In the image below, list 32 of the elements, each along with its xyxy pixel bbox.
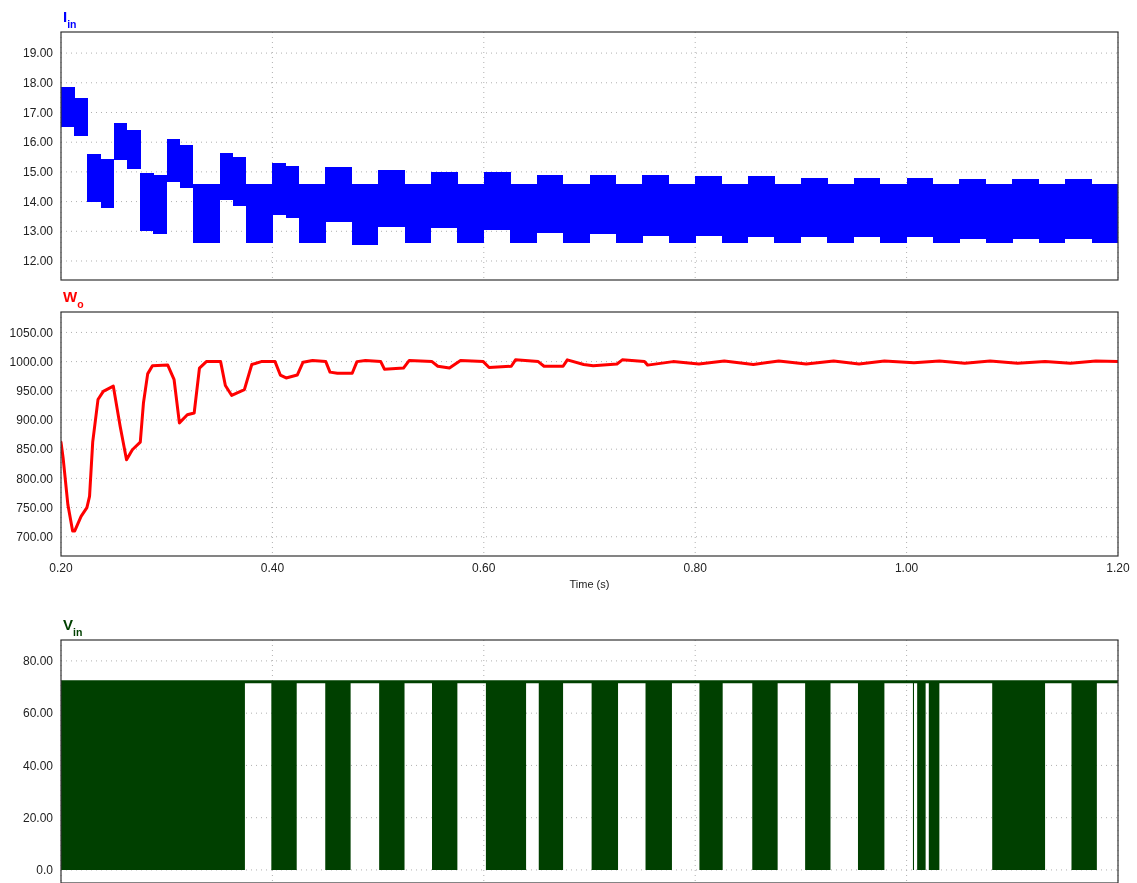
y-tick-label: 18.00 xyxy=(22,75,54,90)
y-tick-label: 750.00 xyxy=(16,500,54,515)
y-tick-label: 1000.00 xyxy=(9,354,54,369)
x-tick-label: 0.60 xyxy=(472,561,496,575)
y-tick-label: 13.00 xyxy=(22,224,54,239)
y-tick-label: 17.00 xyxy=(22,105,54,120)
chart-title: I$_{in}$ xyxy=(63,8,77,30)
x-tick-label: 0.80 xyxy=(683,561,708,575)
x-tick-label: 0.20 xyxy=(49,561,73,575)
y-tick-label: 950.00 xyxy=(16,384,54,398)
x-tick-label: 1.00 xyxy=(894,561,919,575)
chart-title: V$_{in}$ xyxy=(63,616,83,638)
y-tick-label: 15.00 xyxy=(22,165,54,180)
y-tick-label: 900.00 xyxy=(16,413,54,428)
x-axis-title: Time (s) xyxy=(569,578,610,590)
chart-title: W$_{o}$ xyxy=(63,288,84,310)
y-tick-label: 14.00 xyxy=(22,194,54,209)
y-tick-label: 850.00 xyxy=(16,442,54,457)
y-tick-label: 80.00 xyxy=(22,654,54,669)
y-tick-label: 60.00 xyxy=(22,706,54,721)
y-tick-label: 0.0 xyxy=(36,863,54,878)
y-tick-label: 40.00 xyxy=(22,758,54,773)
y-tick-label: 19.00 xyxy=(22,46,54,61)
x-tick-label: 1.20 xyxy=(1106,561,1130,575)
y-tick-label: 16.00 xyxy=(22,135,54,150)
y-tick-label: 800.00 xyxy=(16,471,54,486)
x-tick-label: 0.40 xyxy=(260,561,285,575)
y-tick-label: 20.00 xyxy=(22,810,54,825)
line-series xyxy=(61,358,1118,533)
y-tick-label: 700.00 xyxy=(16,529,54,544)
y-tick-label: 12.00 xyxy=(22,254,54,269)
y-tick-label: 1050.00 xyxy=(9,325,54,340)
